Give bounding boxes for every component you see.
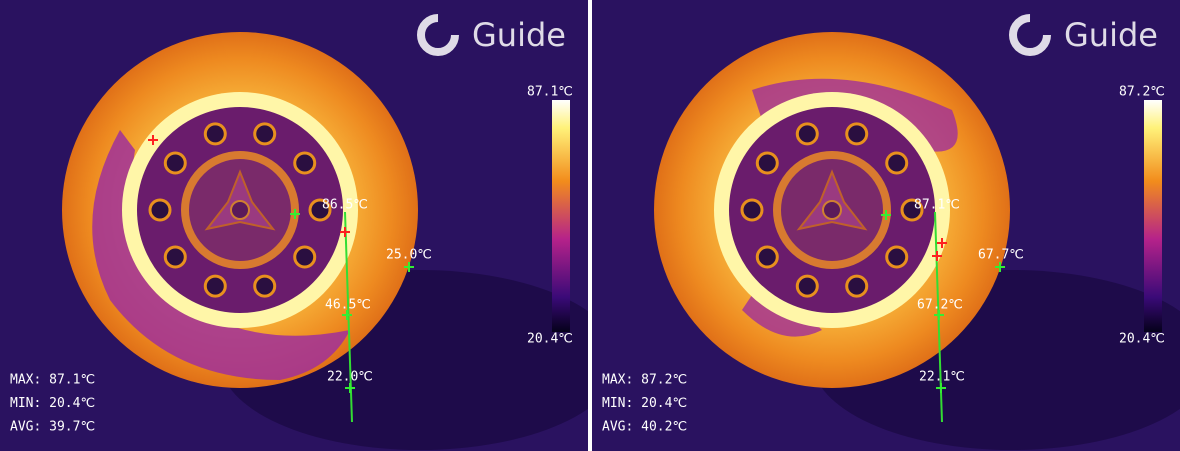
bolt-hole: [740, 198, 764, 222]
bolt-hole: [253, 122, 277, 146]
bolt-hole: [293, 151, 317, 175]
cursor: [345, 383, 355, 393]
bolt-hole: [845, 122, 869, 146]
bolt-hole: [163, 151, 187, 175]
thermal-panel: Guide 87.1℃ 20.4℃ 86.5℃ 25.0℃ 46.5℃ 22.0℃ MAX: …: [0, 0, 588, 451]
logo-icon: [417, 14, 459, 56]
point-temp: 67.7℃: [978, 248, 1024, 263]
cursor: [937, 238, 947, 248]
stat: MIN: 20.4℃: [10, 396, 95, 411]
cursor: [404, 262, 414, 272]
scale-min: 20.4℃: [1119, 332, 1165, 347]
bolt-hole: [203, 274, 227, 298]
center: [230, 200, 250, 220]
center: [822, 200, 842, 220]
cool-zone: [92, 130, 350, 380]
point-temp: 87.1℃: [914, 198, 960, 213]
stat: AVG: 40.2℃: [602, 420, 687, 435]
logo-icon: [1009, 14, 1051, 56]
bolt-hole: [795, 122, 819, 146]
bolt-hole: [253, 274, 277, 298]
bolt-hole: [755, 151, 779, 175]
bolt-hole: [795, 274, 819, 298]
cursor: [290, 209, 300, 219]
bolt-hole: [203, 122, 227, 146]
bolt-hole: [293, 245, 317, 269]
scale-max: 87.1℃: [527, 85, 573, 100]
cursor: [932, 251, 942, 261]
bolt-hole: [885, 245, 909, 269]
point-temp: 67.2℃: [917, 298, 963, 313]
color-scale: [1144, 100, 1162, 332]
cool-zone: [742, 78, 958, 337]
point-temp: 86.5℃: [322, 198, 368, 213]
stat: AVG: 39.7℃: [10, 420, 95, 435]
cursor: [342, 310, 352, 320]
scale-max: 87.2℃: [1119, 85, 1165, 100]
thermal-panel: Guide 87.2℃ 20.4℃ 87.1℃ 67.7℃ 67.2℃ 22.1℃ MAX: …: [592, 0, 1180, 451]
bolt-hole: [755, 245, 779, 269]
bolt-hole: [885, 151, 909, 175]
stat: MIN: 20.4℃: [602, 396, 687, 411]
stat: MAX: 87.1℃: [10, 373, 95, 388]
point-temp: 25.0℃: [386, 248, 432, 263]
cursor: [881, 210, 891, 220]
point-temp: 46.5℃: [325, 298, 371, 313]
bolt-hole: [163, 245, 187, 269]
bolt-hole: [845, 274, 869, 298]
stat: MAX: 87.2℃: [602, 373, 687, 388]
point-temp: 22.0℃: [327, 370, 373, 385]
bolt-hole: [900, 198, 924, 222]
cursor: [340, 227, 350, 237]
logo: Guide: [472, 16, 566, 54]
point-temp: 22.1℃: [919, 370, 965, 385]
cursor: [148, 135, 158, 145]
cursor: [934, 310, 944, 320]
logo: Guide: [1064, 16, 1158, 54]
scale-min: 20.4℃: [527, 332, 573, 347]
cursor: [936, 383, 946, 393]
color-scale: [552, 100, 570, 332]
bolt-hole: [148, 198, 172, 222]
bolt-hole: [308, 198, 332, 222]
cursor: [995, 262, 1005, 272]
